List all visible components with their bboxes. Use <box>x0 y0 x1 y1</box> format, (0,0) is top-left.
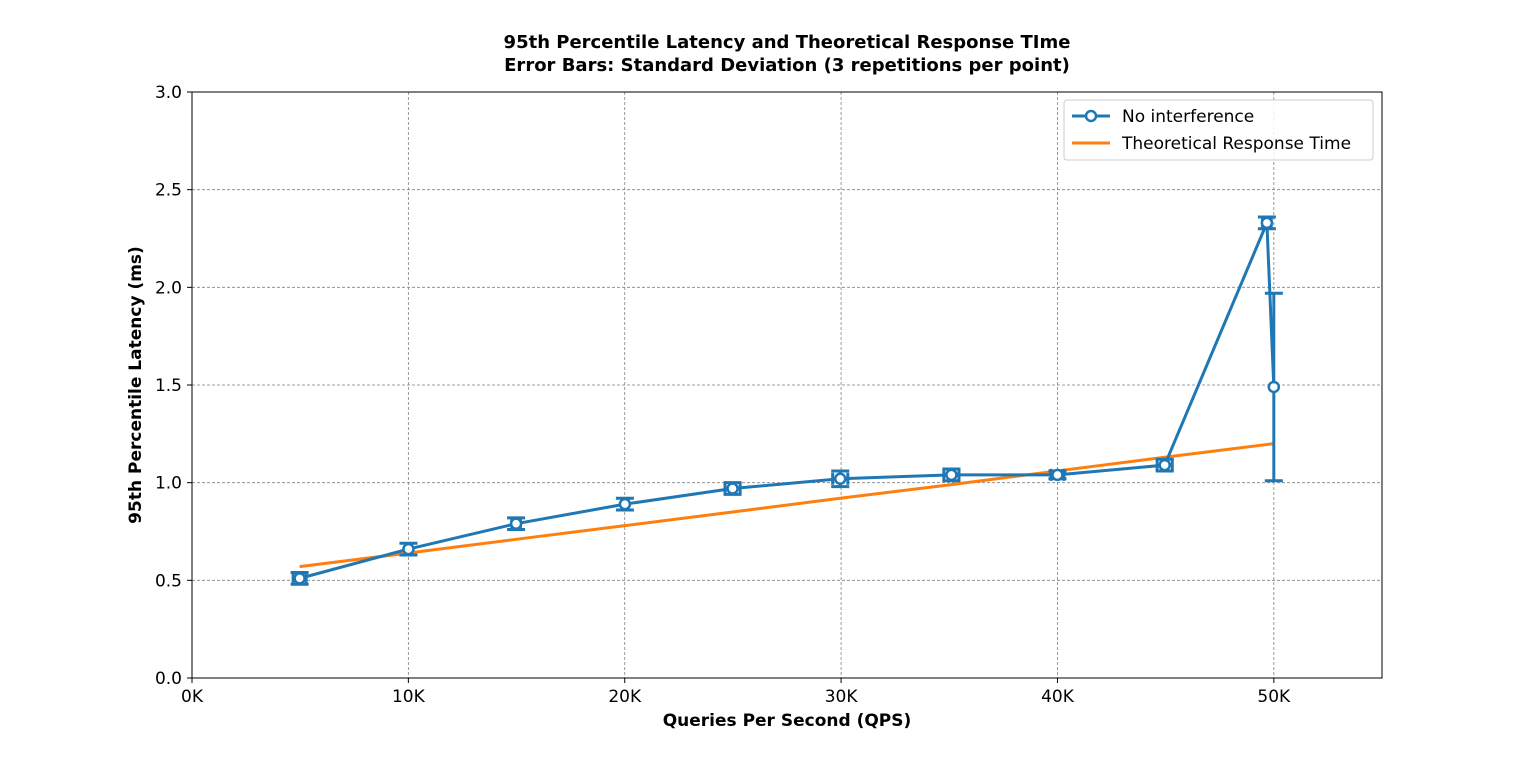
legend-label-no-interference: No interference <box>1122 107 1254 127</box>
data-point-no-interference <box>618 497 632 511</box>
y-tick-label: 0.5 <box>155 571 182 591</box>
legend-label-theoretical: Theoretical Response Time <box>1121 134 1351 154</box>
legend-marker-no-interference <box>1084 109 1098 123</box>
data-point-no-interference <box>1260 216 1274 230</box>
y-tick-label: 2.0 <box>155 278 182 298</box>
legend: No interference Theoretical Response Tim… <box>1063 99 1374 161</box>
chart-title-line2: Error Bars: Standard Deviation (3 repeti… <box>504 55 1070 76</box>
x-tick-label: 50K <box>1257 687 1291 707</box>
series-line-theoretical-response-time <box>299 442 1275 569</box>
data-point-no-interference <box>402 542 415 556</box>
y-tick-label: 1.5 <box>155 376 182 396</box>
y-tick-label: 0.0 <box>155 669 182 689</box>
series-layer <box>290 215 1283 586</box>
data-point-no-interference <box>293 572 306 585</box>
data-point-no-interference <box>1267 380 1281 394</box>
y-tick-label: 2.5 <box>155 181 182 201</box>
y-tick-label: 1.0 <box>155 474 182 494</box>
chart-title-line1: 95th Percentile Latency and Theoretical … <box>504 32 1071 53</box>
data-point-no-interference <box>1158 458 1171 472</box>
data-point-no-interference <box>833 472 847 486</box>
x-tick-label: 40K <box>1041 687 1075 707</box>
x-tick-label: 10K <box>392 687 426 707</box>
data-point-no-interference <box>726 482 739 495</box>
y-tick-label: 3.0 <box>155 83 182 103</box>
y-axis-label: 95th Percentile Latency (ms) <box>126 246 146 524</box>
data-point-no-interference <box>1051 468 1064 482</box>
tick-layer: 0K 10K 20K 30K 40K 50K 0.0 0.5 1.0 1.5 2.0 2.5 3.0 <box>155 83 1291 707</box>
legend-frame <box>1063 99 1374 161</box>
x-tick-label: 20K <box>608 687 642 707</box>
x-tick-label: 30K <box>825 687 859 707</box>
x-axis-label: Queries Per Second (QPS) <box>663 711 912 731</box>
x-tick-label: 0K <box>181 687 204 707</box>
data-point-no-interference <box>945 468 958 482</box>
data-point-no-interference <box>509 517 523 530</box>
